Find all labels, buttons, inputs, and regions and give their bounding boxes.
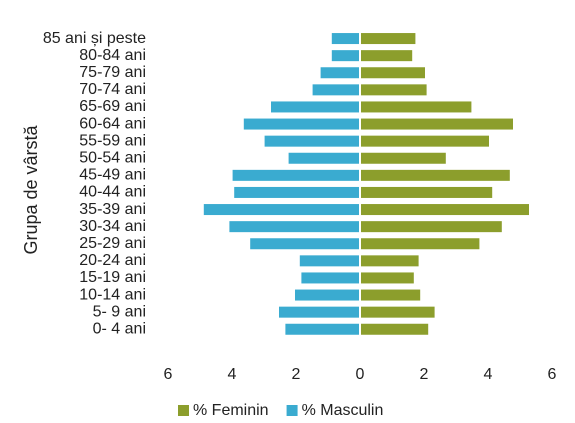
y-tick-label: 50-54 ani — [79, 149, 146, 166]
bar — [279, 306, 359, 318]
bar — [331, 33, 359, 45]
bar — [361, 306, 435, 318]
y-tick-label: 30-34 ani — [79, 218, 146, 235]
y-tick-label: 5- 9 ani — [93, 303, 146, 320]
x-tick-label: 2 — [292, 366, 301, 383]
y-tick-label: 60-64 ani — [79, 115, 146, 132]
bar — [299, 255, 359, 267]
bar — [361, 135, 489, 147]
bar — [285, 323, 359, 335]
y-tick-label: 65-69 ani — [79, 98, 146, 115]
y-tick-label: 70-74 ani — [79, 81, 146, 98]
legend-swatch — [286, 405, 298, 416]
legend-label: % Masculin — [302, 402, 384, 419]
bar — [288, 152, 359, 164]
bar — [361, 50, 413, 62]
bar — [264, 135, 359, 147]
bar — [301, 272, 359, 284]
x-tick-label: 4 — [228, 366, 237, 383]
bar — [320, 67, 359, 79]
bar — [361, 323, 429, 335]
bar — [361, 101, 472, 113]
bar — [361, 204, 529, 216]
bar — [361, 84, 427, 96]
bar — [229, 221, 359, 233]
x-tick-label: 0 — [356, 366, 365, 383]
x-tick-label: 4 — [484, 366, 493, 383]
bar — [361, 255, 419, 267]
bar — [234, 186, 359, 198]
bar — [361, 272, 414, 284]
bar — [312, 84, 359, 96]
x-tick-label: 6 — [164, 366, 173, 383]
bar — [361, 186, 493, 198]
bar — [361, 118, 513, 130]
y-axis-label: Grupa de vârstă — [21, 124, 41, 254]
y-tick-label: 15-19 ani — [79, 269, 146, 286]
y-tick-label: 55-59 ani — [79, 132, 146, 149]
x-tick-label: 2 — [420, 366, 429, 383]
bar — [232, 169, 359, 181]
y-tick-label: 80-84 ani — [79, 47, 146, 64]
x-tick-label: 6 — [548, 366, 557, 383]
y-tick-label: 40-44 ani — [79, 184, 146, 201]
bar — [361, 238, 480, 250]
bar — [243, 118, 359, 130]
bar — [361, 33, 416, 45]
y-tick-label: 85 ani și peste — [43, 30, 146, 47]
y-tick-label: 45-49 ani — [79, 167, 146, 184]
y-tick-label: 75-79 ani — [79, 64, 146, 81]
legend-label: % Feminin — [193, 402, 269, 419]
bar — [331, 50, 359, 62]
bar — [361, 152, 446, 164]
bar — [361, 169, 510, 181]
y-tick-label: 20-24 ani — [79, 252, 146, 269]
bar — [271, 101, 359, 113]
bar — [295, 289, 359, 301]
bar — [361, 67, 425, 79]
y-tick-label: 0- 4 ani — [93, 320, 146, 337]
y-tick-label: 10-14 ani — [79, 286, 146, 303]
bar — [361, 289, 421, 301]
legend-swatch — [178, 405, 189, 416]
y-tick-label: 25-29 ani — [79, 235, 146, 252]
bar — [250, 238, 359, 250]
y-tick-label: 35-39 ani — [79, 201, 146, 218]
bar — [361, 221, 502, 233]
bar — [203, 204, 359, 216]
